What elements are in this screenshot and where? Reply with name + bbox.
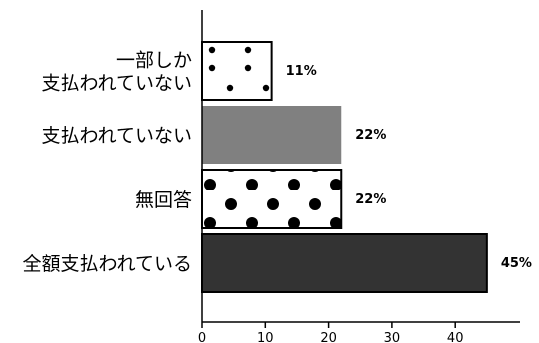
x-tick-label-20: 20 (320, 331, 337, 343)
value-label-1: 22% (355, 128, 386, 143)
x-tick-label-0: 0 (198, 331, 206, 343)
bar-1 (202, 106, 342, 164)
category-label-3: 全額支払われている (23, 253, 192, 275)
bar-2 (201, 169, 343, 229)
bar-3 (201, 233, 488, 293)
category-label-line: 支払われていない (42, 125, 192, 147)
category-label-1: 支払われていない (42, 125, 192, 147)
value-label-3: 45% (501, 256, 532, 271)
category-label-2: 無回答 (135, 189, 192, 211)
value-label-2: 22% (355, 192, 386, 207)
category-label-line: 無回答 (135, 189, 192, 211)
value-label-0: 11% (286, 64, 317, 79)
category-label-line: 支払われていない (42, 73, 192, 95)
category-label-line: 一部しか (116, 50, 192, 72)
category-label-line: 全額支払われている (23, 253, 192, 275)
x-tick-label-30: 30 (384, 331, 401, 343)
bar-0 (201, 41, 273, 101)
x-tick-label-10: 10 (257, 331, 274, 343)
category-label-0: 一部しか支払われていない (42, 50, 192, 95)
x-tick-label-40: 40 (447, 331, 464, 343)
